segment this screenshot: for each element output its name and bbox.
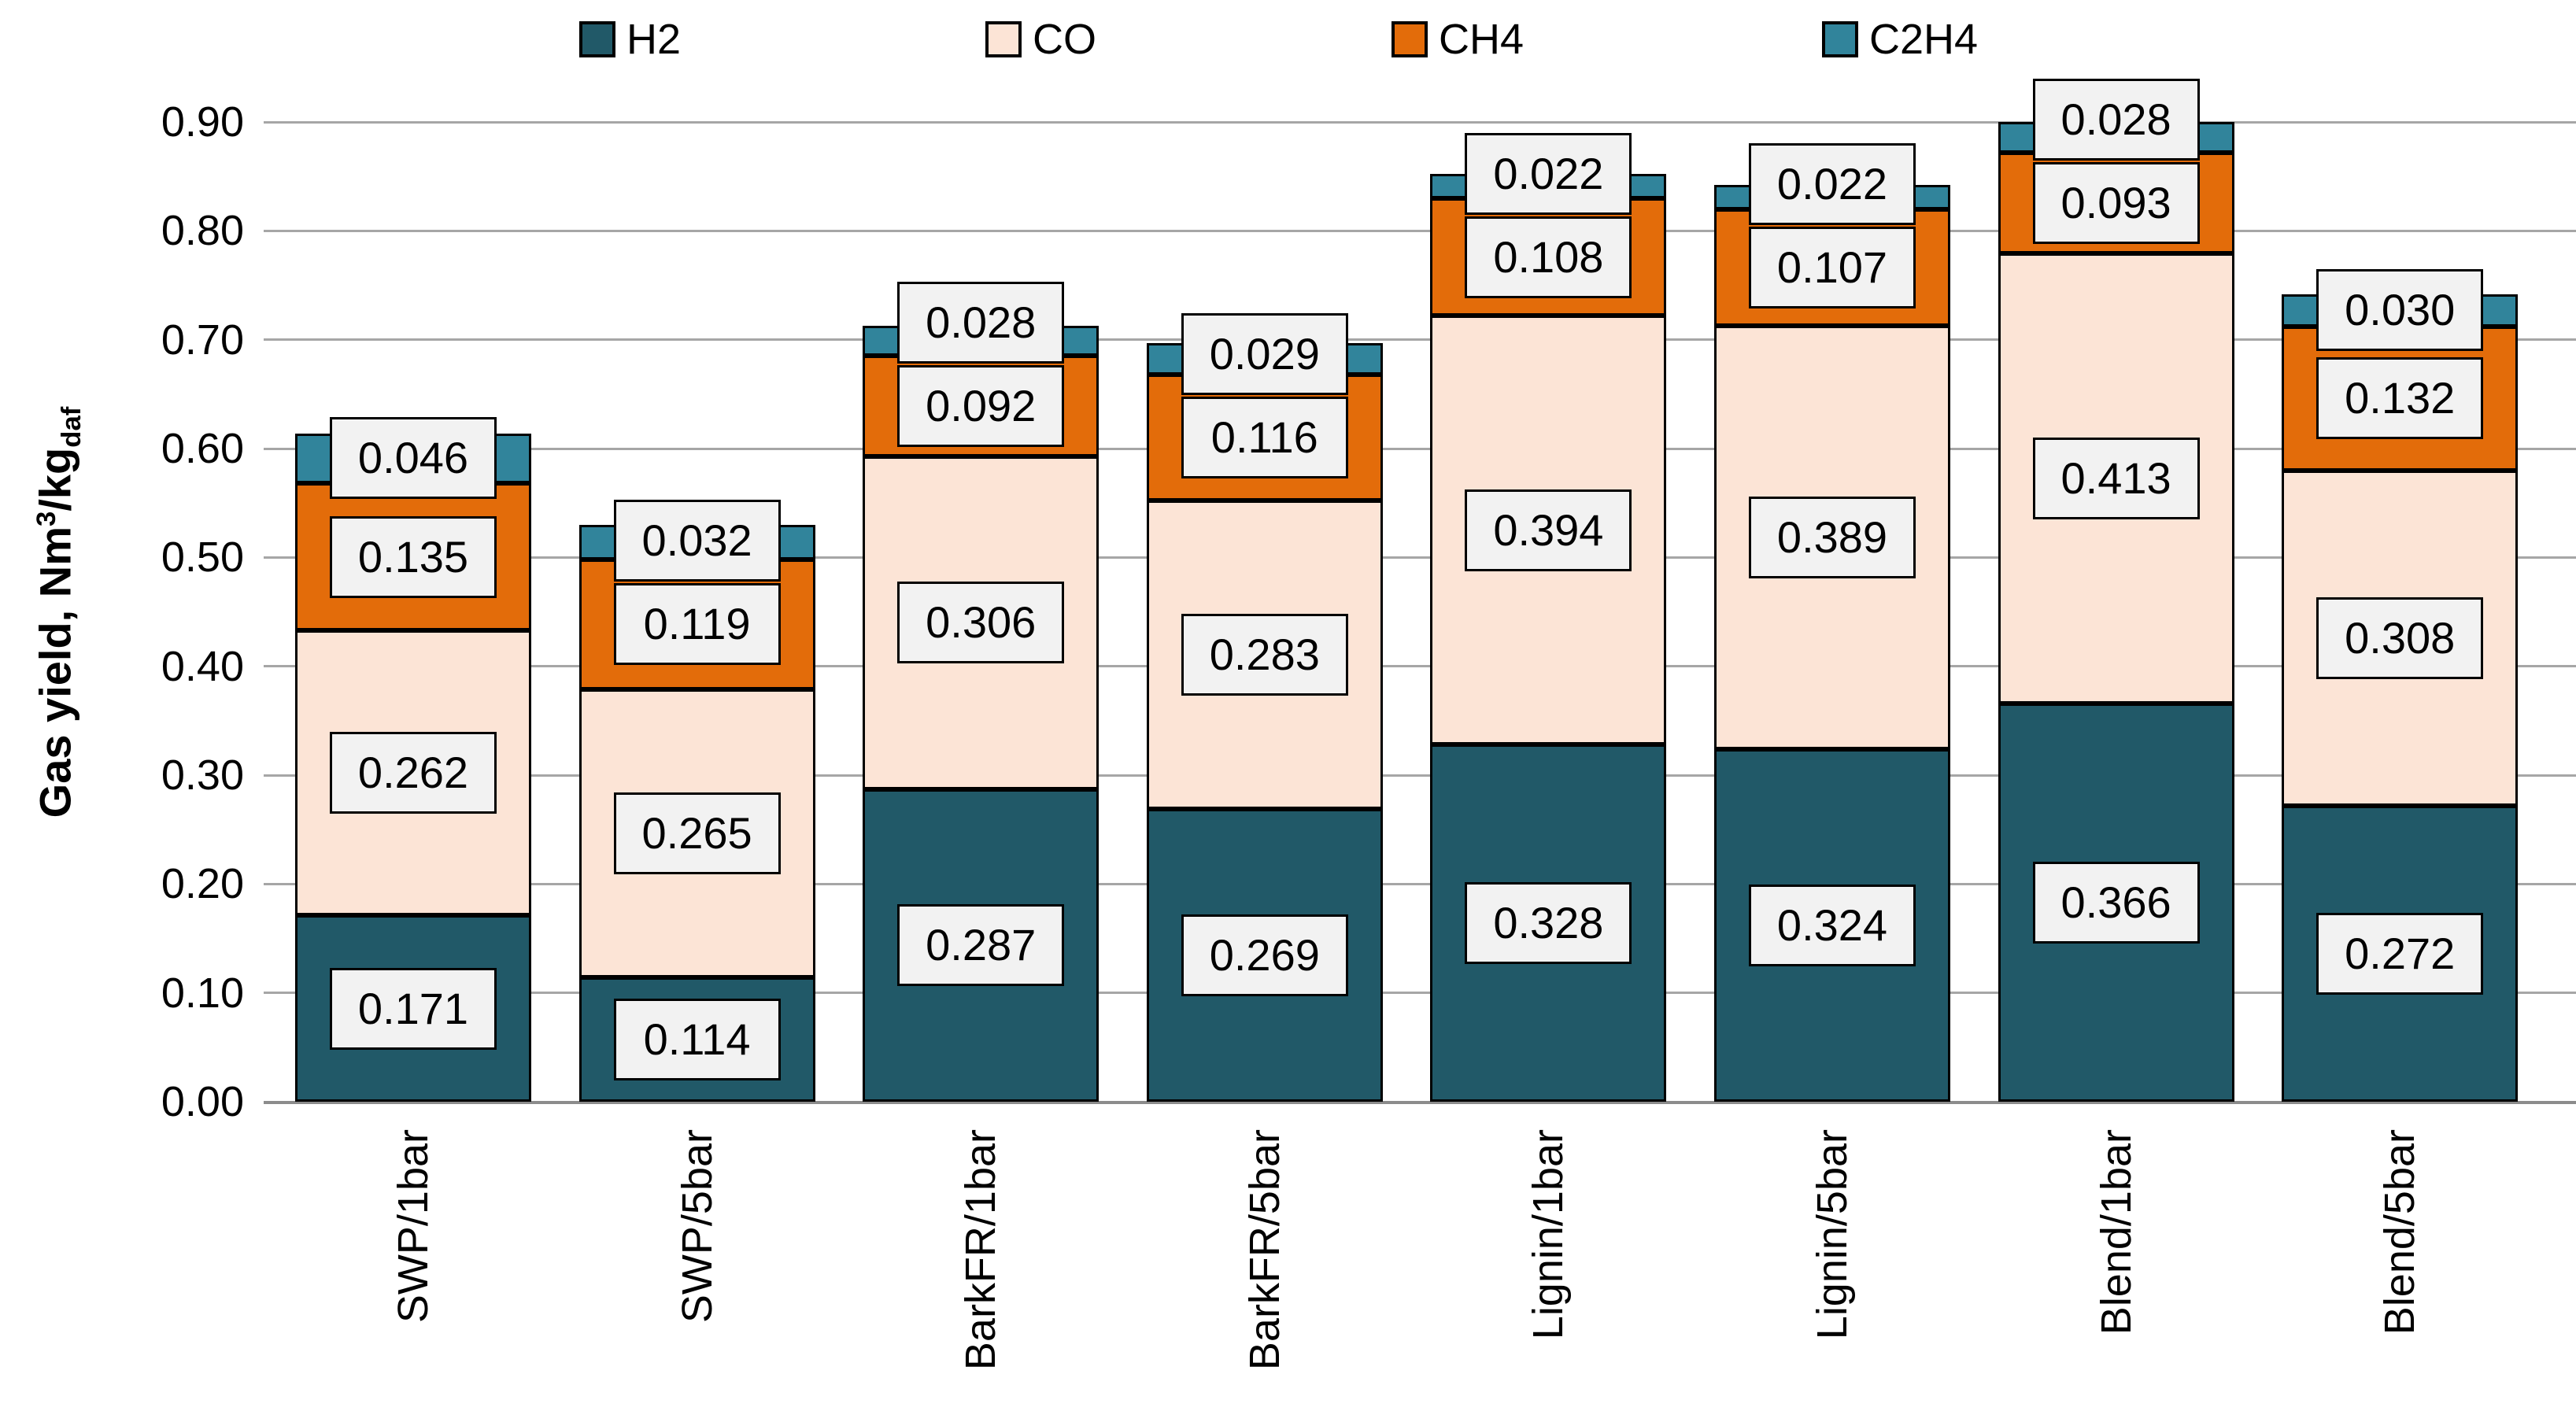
x-category-label: BarkFR/5bar — [1240, 1129, 1288, 1371]
data-label-c2h4: 0.029 — [1181, 313, 1348, 396]
y-tick-label: 0.70 — [161, 316, 244, 364]
data-label-ch4: 0.119 — [613, 583, 781, 666]
y-tick-label: 0.00 — [161, 1078, 244, 1125]
data-label-co: 0.394 — [1465, 489, 1632, 571]
gridline — [264, 774, 2576, 777]
gridline — [264, 447, 2576, 450]
x-category-label: SWP/5bar — [673, 1129, 721, 1324]
y-tick-label: 0.60 — [161, 425, 244, 472]
legend-marker-icon — [1822, 21, 1858, 57]
data-label-co: 0.265 — [613, 792, 781, 874]
legend-marker-icon — [985, 21, 1022, 57]
data-label-h2: 0.328 — [1465, 882, 1632, 965]
legend-label: CO — [1033, 16, 1096, 63]
data-label-c2h4: 0.028 — [897, 282, 1065, 364]
gridline — [264, 992, 2576, 995]
x-category-label: Blend/1bar — [2092, 1129, 2140, 1335]
y-tick-label: 0.90 — [161, 98, 244, 146]
data-label-ch4: 0.135 — [330, 515, 497, 598]
data-label-co: 0.413 — [2032, 438, 2200, 520]
data-label-h2: 0.366 — [2032, 861, 2200, 944]
legend-item-c2h4: C2H4 — [1822, 16, 1978, 63]
gridline — [264, 665, 2576, 668]
data-label-ch4: 0.132 — [2316, 357, 2484, 440]
legend-marker-icon — [1391, 21, 1428, 57]
data-label-h2: 0.272 — [2316, 912, 2484, 995]
y-tick-label: 0.50 — [161, 534, 244, 582]
data-label-ch4: 0.093 — [2032, 162, 2200, 245]
y-axis-title-superscript: 3 — [31, 511, 61, 526]
data-label-c2h4: 0.032 — [613, 500, 781, 582]
legend-label: CH4 — [1439, 16, 1525, 63]
y-tick-label: 0.10 — [161, 969, 244, 1017]
legend-marker-icon — [579, 21, 615, 57]
gridline — [264, 556, 2576, 559]
gridline — [264, 882, 2576, 885]
data-label-ch4: 0.092 — [897, 365, 1065, 448]
y-tick-label: 0.30 — [161, 752, 244, 799]
gridline — [264, 120, 2576, 124]
data-label-co: 0.306 — [897, 582, 1065, 664]
data-label-c2h4: 0.022 — [1465, 132, 1632, 215]
y-tick-label: 0.80 — [161, 207, 244, 255]
y-tick-label: 0.40 — [161, 642, 244, 690]
data-label-ch4: 0.107 — [1749, 226, 1916, 308]
legend-label: C2H4 — [1869, 16, 1979, 63]
data-label-ch4: 0.116 — [1181, 397, 1348, 479]
gridline — [264, 229, 2576, 232]
data-label-h2: 0.324 — [1749, 884, 1916, 966]
data-label-c2h4: 0.030 — [2316, 269, 2484, 352]
data-label-c2h4: 0.046 — [330, 417, 497, 500]
x-category-label: Blend/5bar — [2376, 1129, 2424, 1335]
data-label-ch4: 0.108 — [1465, 216, 1632, 298]
legend-label: H2 — [626, 16, 682, 63]
x-category-label: SWP/1bar — [390, 1129, 437, 1324]
x-category-label: Lignin/5bar — [1809, 1129, 1856, 1340]
data-label-co: 0.308 — [2316, 597, 2484, 679]
data-label-h2: 0.269 — [1181, 914, 1348, 996]
x-category-label: Lignin/1bar — [1525, 1129, 1573, 1340]
x-category-label: BarkFR/1bar — [957, 1129, 1005, 1371]
data-label-co: 0.389 — [1749, 496, 1916, 578]
y-tick-label: 0.20 — [161, 860, 244, 908]
gridline — [264, 338, 2576, 342]
legend-item-ch4: CH4 — [1391, 16, 1524, 63]
data-label-co: 0.283 — [1181, 614, 1348, 696]
legend-item-h2: H2 — [579, 16, 681, 63]
data-label-h2: 0.287 — [897, 904, 1065, 987]
data-label-c2h4: 0.022 — [1749, 142, 1916, 225]
data-label-h2: 0.171 — [330, 967, 497, 1050]
data-label-h2: 0.114 — [613, 999, 781, 1081]
data-label-co: 0.262 — [330, 732, 497, 814]
legend-item-co: CO — [985, 16, 1096, 63]
data-label-c2h4: 0.028 — [2032, 79, 2200, 161]
x-axis-baseline — [264, 1100, 2576, 1104]
